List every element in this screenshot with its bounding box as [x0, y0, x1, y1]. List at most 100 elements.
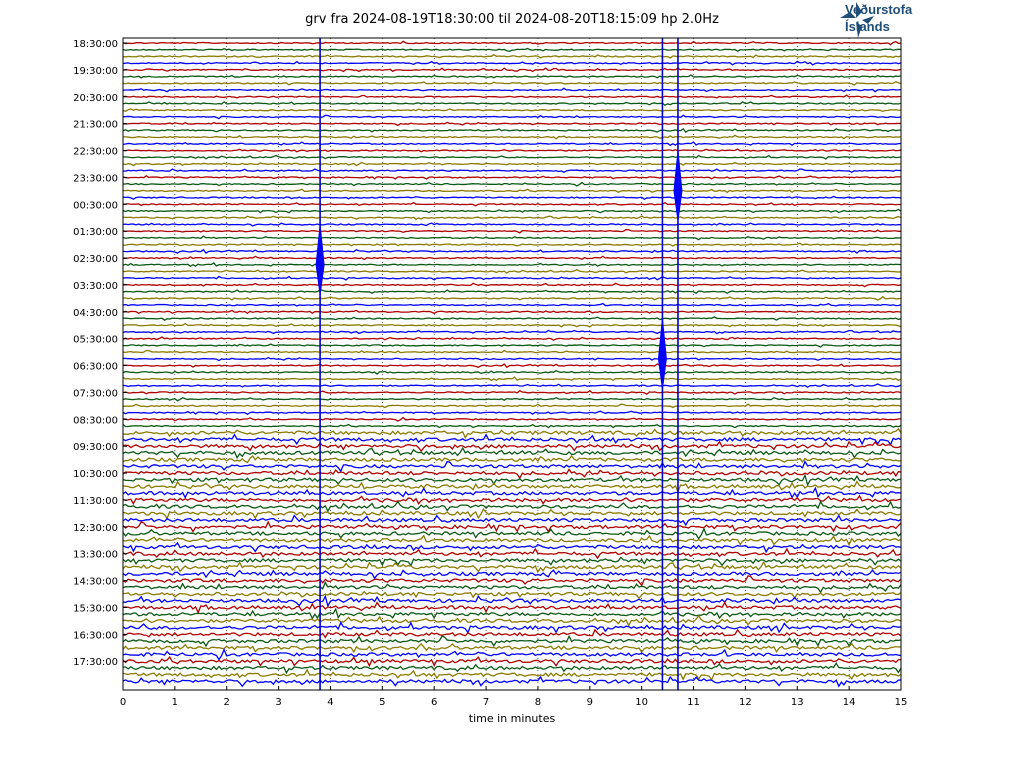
trace-line	[122, 181, 902, 187]
x-tick-label: 9	[587, 697, 593, 708]
trace-line	[122, 440, 902, 453]
trace-line	[122, 222, 902, 227]
trace-line	[122, 547, 902, 560]
event-markers	[315, 38, 683, 690]
y-tick-label: 12:30:00	[73, 523, 118, 534]
plot-frame	[122, 37, 902, 691]
trace-line	[122, 269, 902, 274]
trace-line	[122, 201, 902, 207]
trace-line	[122, 255, 902, 261]
trace-line	[122, 188, 902, 194]
trace-line	[122, 376, 902, 382]
trace-line	[122, 168, 902, 174]
trace-line	[122, 369, 902, 375]
trace-line	[122, 87, 902, 93]
trace-line	[122, 208, 902, 214]
x-tick-label: 1	[172, 697, 178, 708]
trace-line	[122, 67, 902, 73]
y-tick-label: 09:30:00	[73, 442, 118, 453]
y-tick-label: 05:30:00	[73, 335, 118, 346]
trace-line	[122, 53, 902, 59]
trace-line	[122, 569, 902, 580]
trace-line	[122, 289, 902, 295]
trace-line	[122, 468, 902, 480]
logo-text-line1: Veðurstofa	[845, 2, 913, 17]
trace-line	[122, 642, 902, 654]
trace-line	[122, 527, 902, 540]
trace-line	[122, 127, 902, 133]
trace-line	[122, 594, 902, 608]
vedurstofa-logo-icon	[840, 2, 874, 38]
y-tick-label: 03:30:00	[73, 281, 118, 292]
x-tick-label: 2	[224, 697, 230, 708]
trace-line	[122, 628, 902, 639]
trace-line	[122, 336, 902, 341]
trace-line	[122, 383, 902, 389]
y-tick-label: 18:30:00	[73, 39, 118, 50]
trace-line	[122, 480, 902, 494]
trace-line	[122, 607, 902, 620]
trace-line	[122, 329, 902, 335]
trace-line	[122, 81, 902, 86]
trace-line	[123, 114, 902, 120]
trace-line	[122, 621, 902, 635]
trace-line	[122, 228, 902, 234]
trace-line	[122, 40, 902, 46]
trace-line	[122, 590, 902, 600]
x-tick-label: 12	[739, 697, 752, 708]
event-spike	[657, 318, 667, 389]
chart-title: grv fra 2024-08-19T18:30:00 til 2024-08-…	[305, 12, 719, 27]
trace-line	[122, 108, 902, 113]
y-tick-label: 02:30:00	[73, 254, 118, 265]
x-tick-label: 13	[791, 697, 804, 708]
y-tick-label: 06:30:00	[73, 362, 118, 373]
trace-line	[122, 460, 902, 473]
y-tick-label: 04:30:00	[73, 308, 118, 319]
trace-line	[122, 520, 902, 533]
trace-line	[122, 302, 902, 307]
trace-line	[122, 647, 902, 661]
trace-line	[122, 154, 902, 160]
trace-line	[122, 309, 902, 315]
trace-line	[122, 248, 902, 254]
trace-line	[122, 134, 902, 140]
y-tick-label: 21:30:00	[73, 120, 118, 131]
trace-line	[122, 634, 902, 648]
trace-line	[122, 141, 902, 146]
trace-line	[122, 454, 902, 464]
y-tick-label: 08:30:00	[73, 415, 118, 426]
y-axis-ticks: 18:30:00 19:30:00 20:30:00 21:30:00 22:30:00…	[73, 39, 127, 668]
trace-line	[122, 423, 902, 429]
trace-line	[122, 349, 902, 354]
x-tick-label: 15	[895, 697, 908, 708]
trace-line	[122, 174, 902, 180]
trace-line	[122, 47, 902, 53]
trace-line	[122, 101, 902, 106]
event-spike	[673, 150, 683, 221]
trace-line	[122, 614, 902, 627]
x-tick-label: 3	[275, 697, 281, 708]
y-tick-label: 14:30:00	[73, 577, 118, 588]
trace-line	[122, 389, 902, 395]
trace-line	[122, 410, 902, 415]
trace-line	[122, 195, 902, 201]
trace-line	[122, 215, 902, 221]
trace-line	[122, 262, 902, 267]
trace-line	[122, 295, 902, 301]
trace-line	[122, 541, 902, 554]
event-spike	[315, 224, 325, 295]
x-axis-label: time in minutes	[468, 712, 556, 725]
trace-line	[122, 655, 902, 668]
y-tick-label: 23:30:00	[73, 173, 118, 184]
trace-line	[122, 534, 902, 547]
trace-line	[122, 675, 902, 688]
x-tick-label: 14	[843, 697, 856, 708]
trace-line	[122, 148, 902, 153]
trace-line	[122, 500, 902, 513]
trace-line	[122, 60, 902, 66]
trace-line	[122, 508, 902, 520]
trace-line	[122, 668, 902, 682]
x-tick-label: 8	[535, 697, 541, 708]
y-tick-label: 13:30:00	[73, 550, 118, 561]
trace-line	[122, 121, 902, 127]
